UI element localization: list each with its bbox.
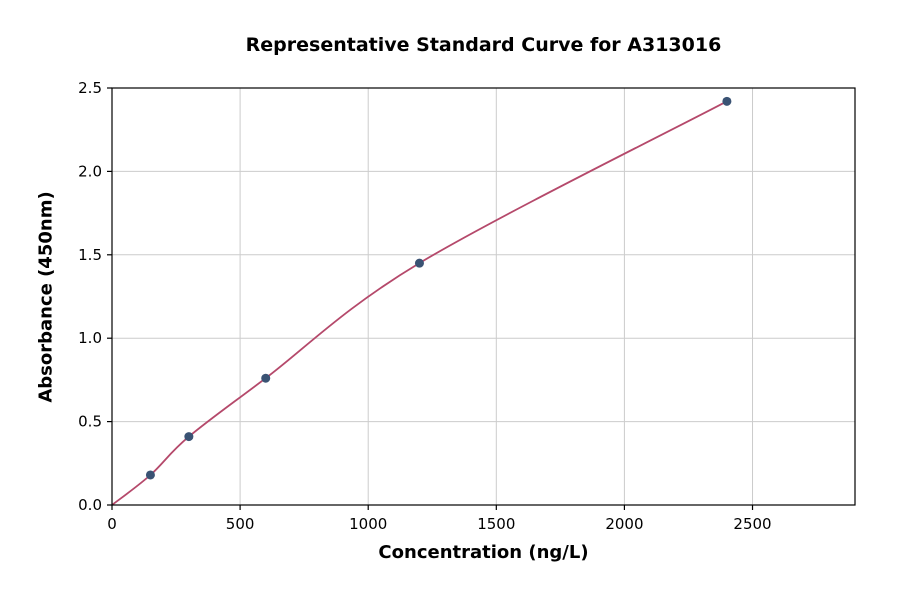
x-tick-label: 500 [226, 515, 255, 533]
y-tick-label: 2.0 [78, 162, 102, 180]
x-axis-label: Concentration (ng/L) [378, 542, 589, 563]
y-tick-label: 2.5 [78, 79, 102, 97]
data-point [414, 258, 424, 268]
fit-curve [111, 100, 728, 506]
x-tick-label: 2000 [605, 515, 643, 533]
y-tick-label: 1.5 [78, 246, 102, 264]
y-axis-label: Absorbance (450nm) [35, 191, 57, 403]
plot-border [111, 87, 856, 506]
data-point [261, 373, 271, 383]
y-tick-label: 0.5 [78, 413, 102, 431]
x-tick-label: 1500 [477, 515, 515, 533]
x-tick-label: 1000 [349, 515, 387, 533]
x-tick-label: 2500 [733, 515, 771, 533]
data-point [184, 432, 194, 442]
data-point [722, 96, 732, 106]
x-tick-label: 0 [107, 515, 117, 533]
data-point [145, 470, 155, 480]
y-tick-label: 1.0 [78, 329, 102, 347]
y-tick-label: 0.0 [78, 496, 102, 514]
chart-title: Representative Standard Curve for A31301… [245, 34, 722, 56]
